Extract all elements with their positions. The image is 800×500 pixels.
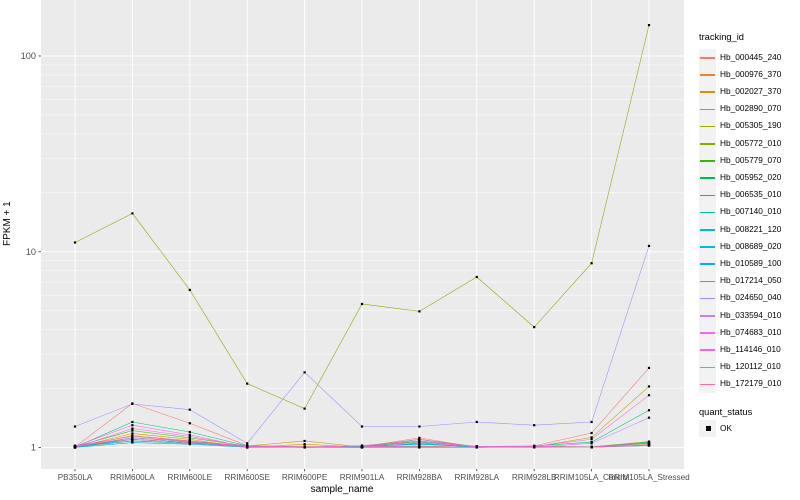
svg-text:100: 100 — [21, 51, 36, 61]
svg-text:1: 1 — [31, 443, 36, 453]
svg-text:10: 10 — [26, 247, 36, 257]
svg-text:PB350LA: PB350LA — [58, 473, 93, 482]
svg-text:RRIM928BA: RRIM928BA — [397, 473, 443, 482]
svg-text:RRIM928LB: RRIM928LB — [512, 473, 557, 482]
svg-text:RRIM600PE: RRIM600PE — [282, 473, 328, 482]
svg-text:RRIM928LA: RRIM928LA — [454, 473, 499, 482]
svg-text:RRIM600SE: RRIM600SE — [224, 473, 270, 482]
svg-text:RRIM105LA_Stressed: RRIM105LA_Stressed — [608, 473, 690, 482]
svg-text:RRIM901LA: RRIM901LA — [340, 473, 385, 482]
svg-text:RRIM600LA: RRIM600LA — [110, 473, 155, 482]
svg-text:RRIM600LE: RRIM600LE — [167, 473, 212, 482]
